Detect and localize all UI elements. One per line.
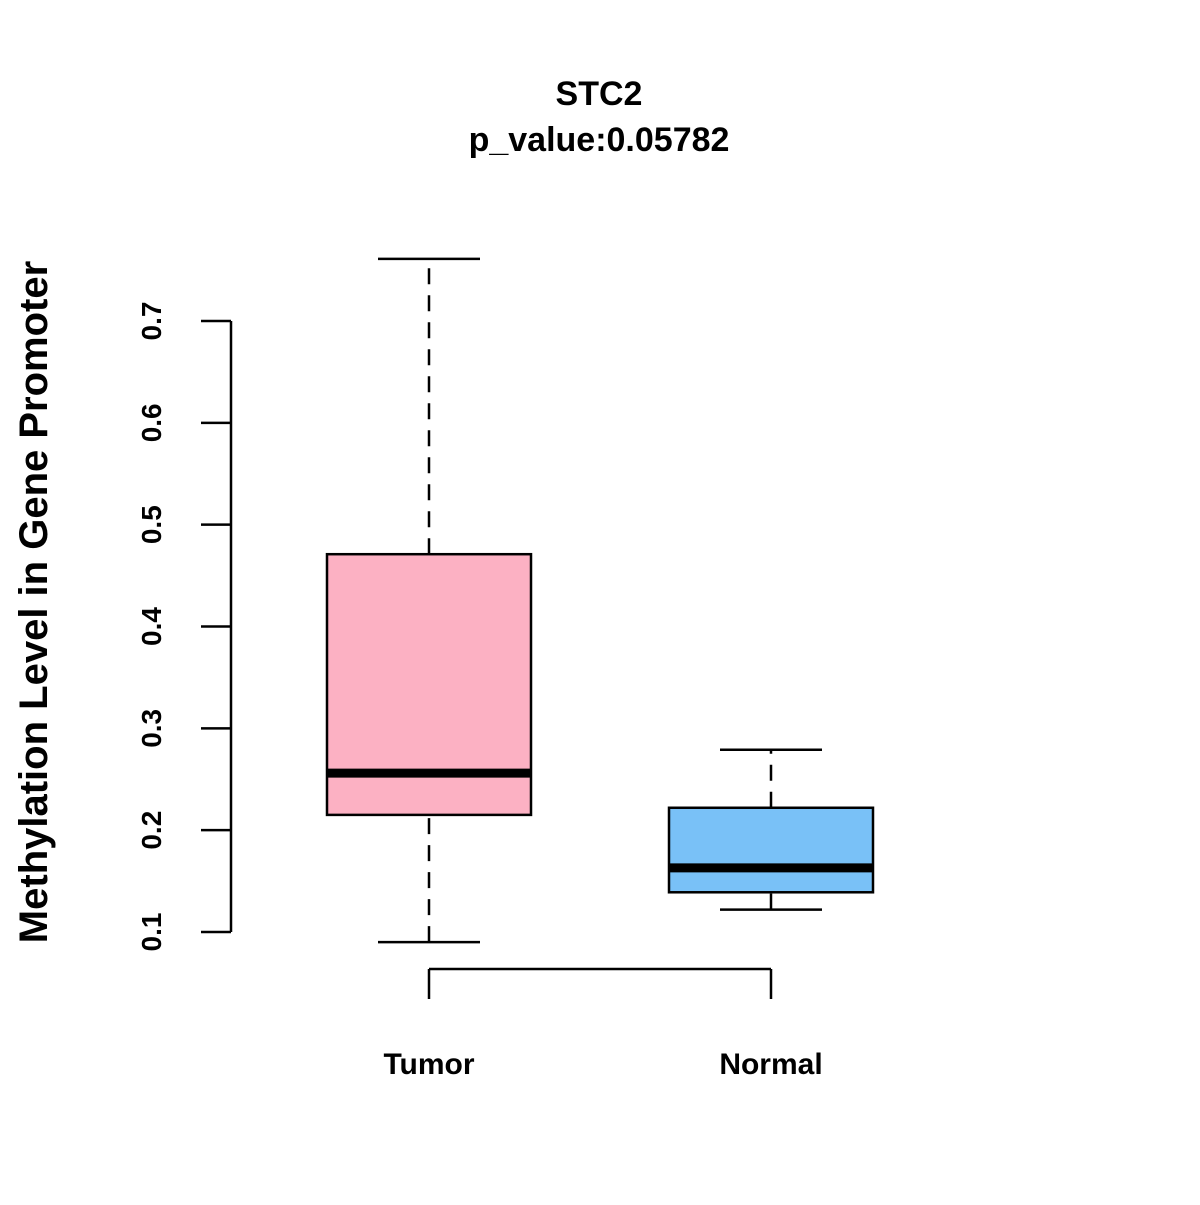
y-tick-label: 0.1 [136,913,167,952]
y-tick-label: 0.6 [136,403,167,442]
x-tick-label-tumor: Tumor [383,1048,474,1081]
box-normal [667,748,875,911]
x-axis: Tumor Normal [383,967,823,1081]
chart-subtitle: p_value:0.05782 [469,121,730,159]
iqr-box [667,806,875,894]
chart-title: STC2 [556,75,643,113]
y-tick-label: 0.7 [136,302,167,341]
y-axis-label: Methylation Level in Gene Promoter [12,261,56,943]
y-axis: 0.1 0.2 0.3 0.4 0.5 0.6 0.7 [136,302,233,952]
box-series [325,257,875,944]
box-tumor [325,257,533,944]
y-tick-label: 0.5 [136,505,167,544]
y-tick-label: 0.4 [136,607,167,646]
y-tick-label: 0.2 [136,811,167,850]
y-tick-label: 0.3 [136,709,167,748]
x-tick-label-normal: Normal [719,1048,822,1081]
